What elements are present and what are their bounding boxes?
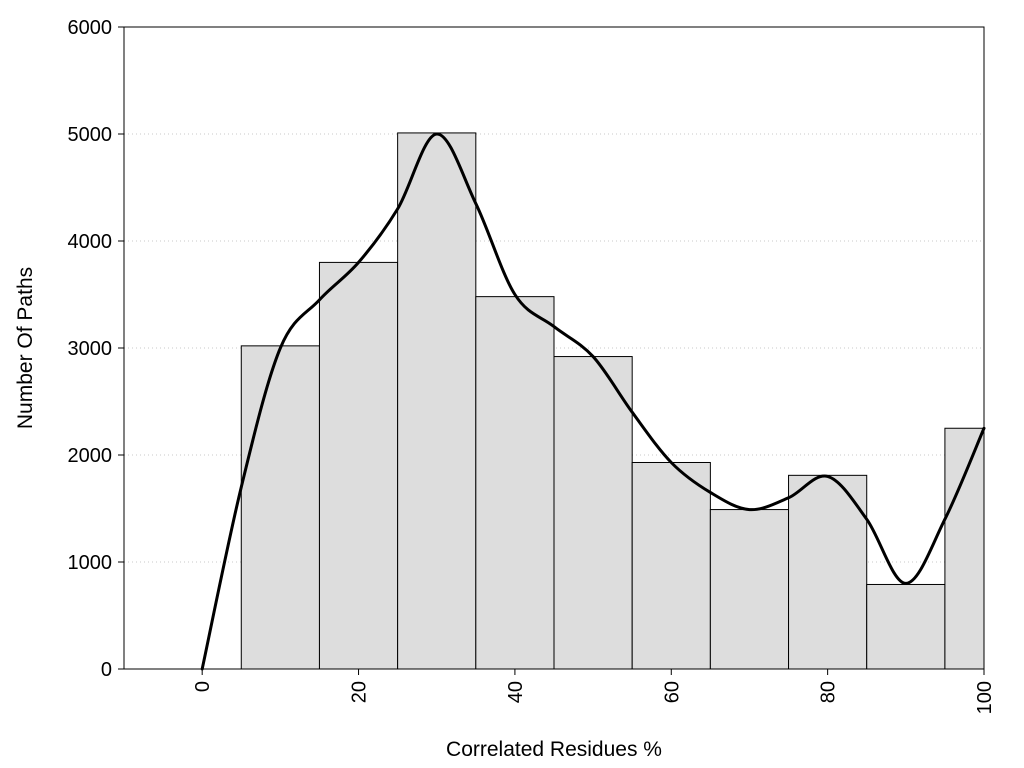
histogram-bar [709, 509, 790, 670]
histogram-bar [318, 261, 399, 670]
y-tick-label: 5000 [68, 124, 113, 146]
histogram-bar [866, 583, 946, 670]
y-axis-title: Number Of Paths [14, 267, 37, 429]
x-tick-label: 0 [192, 681, 214, 692]
x-tick-label: 40 [505, 681, 527, 703]
histogram-bar [397, 132, 477, 670]
y-tick-label: 3000 [68, 338, 113, 360]
density-curve [200, 132, 986, 671]
y-tick-label: 4000 [68, 231, 113, 253]
density-curve-group [200, 132, 986, 671]
histogram-bar [788, 474, 868, 670]
y-tick-label: 1000 [68, 552, 113, 574]
histogram-bar [944, 427, 985, 670]
histogram-bar [631, 461, 711, 670]
y-tick-label: 6000 [68, 17, 113, 39]
y-tick-label: 2000 [68, 445, 113, 467]
histogram-bar [240, 345, 320, 670]
x-tick-label: 100 [974, 681, 996, 714]
bars-group [240, 132, 985, 670]
x-axis-ticks: 0 20 40 60 80 100 [192, 669, 996, 714]
y-axis-ticks: 0 1000 2000 3000 4000 5000 6000 [68, 17, 124, 681]
x-tick-label: 20 [349, 681, 371, 703]
x-tick-label: 80 [818, 681, 840, 703]
histogram-bar [475, 296, 555, 670]
x-tick-label: 60 [661, 681, 683, 703]
x-axis-title: Correlated Residues % [446, 738, 662, 761]
histogram-bar [553, 356, 633, 670]
y-tick-label: 0 [101, 659, 112, 681]
